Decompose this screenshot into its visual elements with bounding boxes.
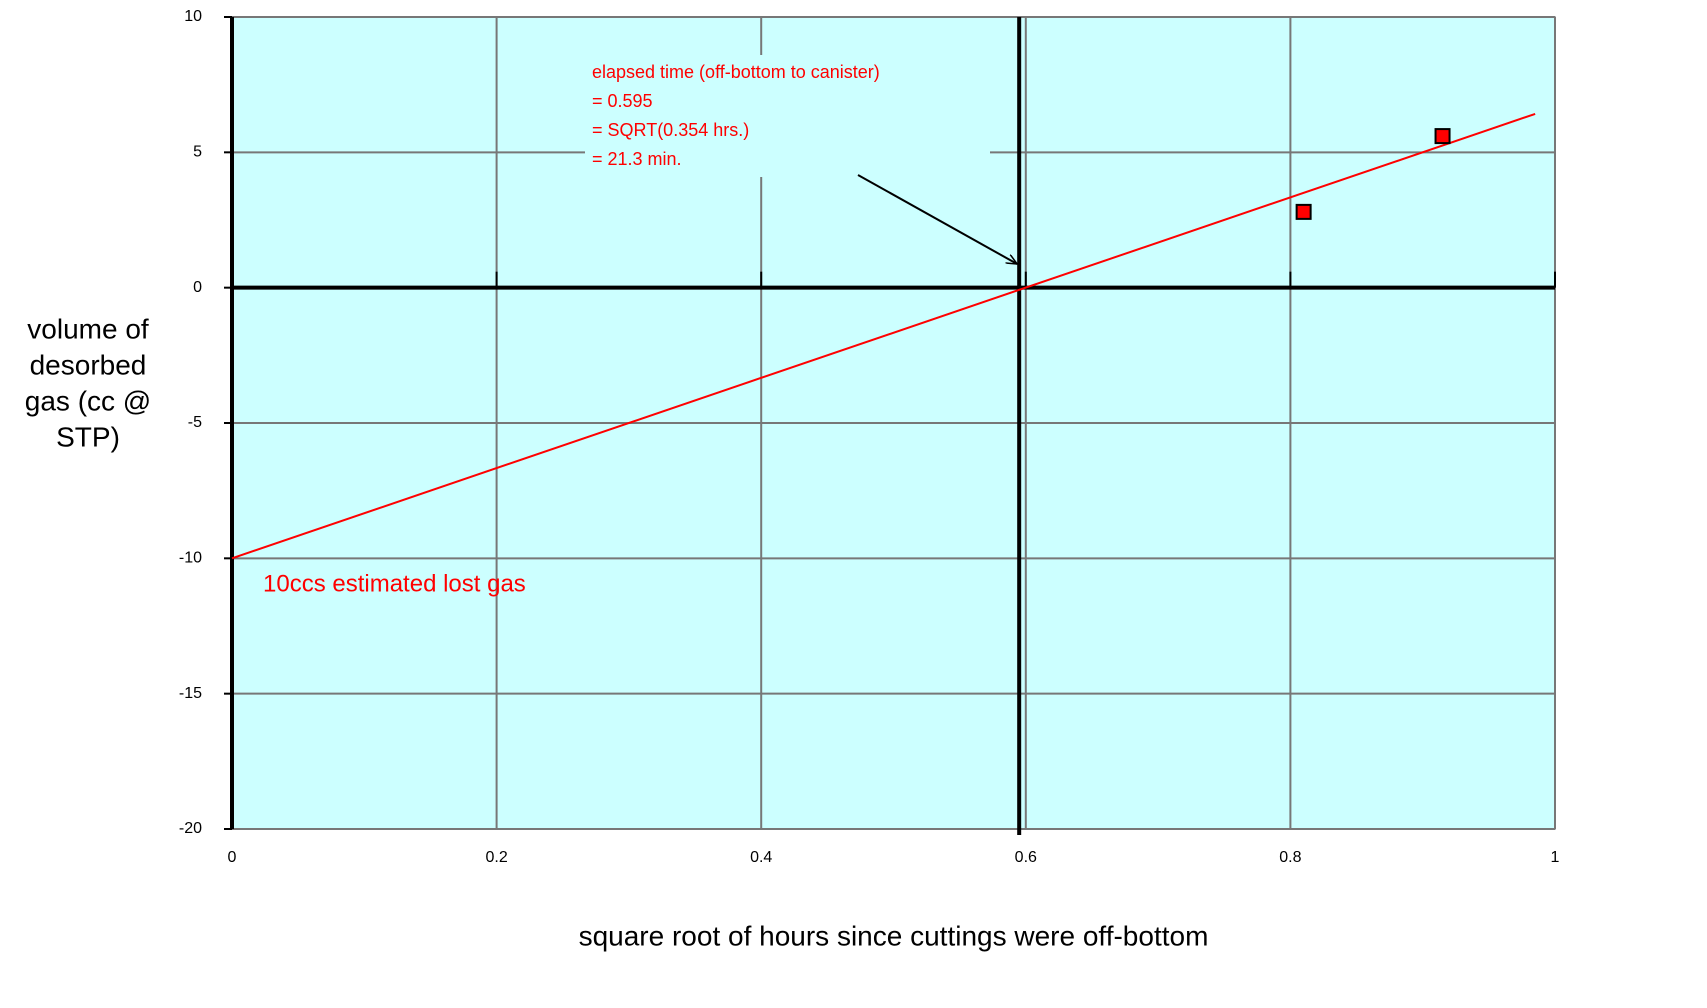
lost-gas-label: 10ccs estimated lost gas	[263, 570, 526, 597]
x-tick-label: 0	[228, 849, 237, 866]
x-tick-label: 0.4	[750, 849, 772, 866]
annotation: = SQRT(0.354 hrs.)	[592, 120, 749, 140]
y-tick-label: 5	[193, 144, 202, 161]
y-tick-label: -15	[179, 685, 202, 702]
fit-line	[231, 112, 1536, 560]
x-axis-label: square root of hours since cuttings were…	[579, 920, 1209, 951]
y-tick-label: -10	[179, 550, 202, 567]
annotation: elapsed time (off-bottom to canister)	[592, 62, 880, 82]
x-tick-label: 0.6	[1015, 849, 1037, 866]
annotation-arrow	[857, 174, 1017, 264]
annotation: = 21.3 min.	[592, 149, 682, 169]
y-tick-label: 0	[193, 279, 202, 296]
y-axis-label: desorbed	[30, 349, 147, 380]
y-axis-label: gas (cc @	[25, 385, 151, 416]
annotation-bg	[585, 55, 990, 177]
y-axis-label: STP)	[56, 421, 120, 452]
y-tick-label: -5	[188, 414, 202, 431]
y-tick-label: -20	[179, 820, 202, 837]
x-tick-label: 0.2	[485, 849, 507, 866]
annotation: = 0.595	[592, 91, 653, 111]
point	[1434, 128, 1451, 145]
x-tick-label: 1	[1551, 849, 1560, 866]
x-tick-label: 0.8	[1279, 849, 1301, 866]
point	[1295, 203, 1312, 220]
y-axis-label: volume of	[27, 313, 149, 344]
y-tick-label: 10	[184, 8, 202, 25]
